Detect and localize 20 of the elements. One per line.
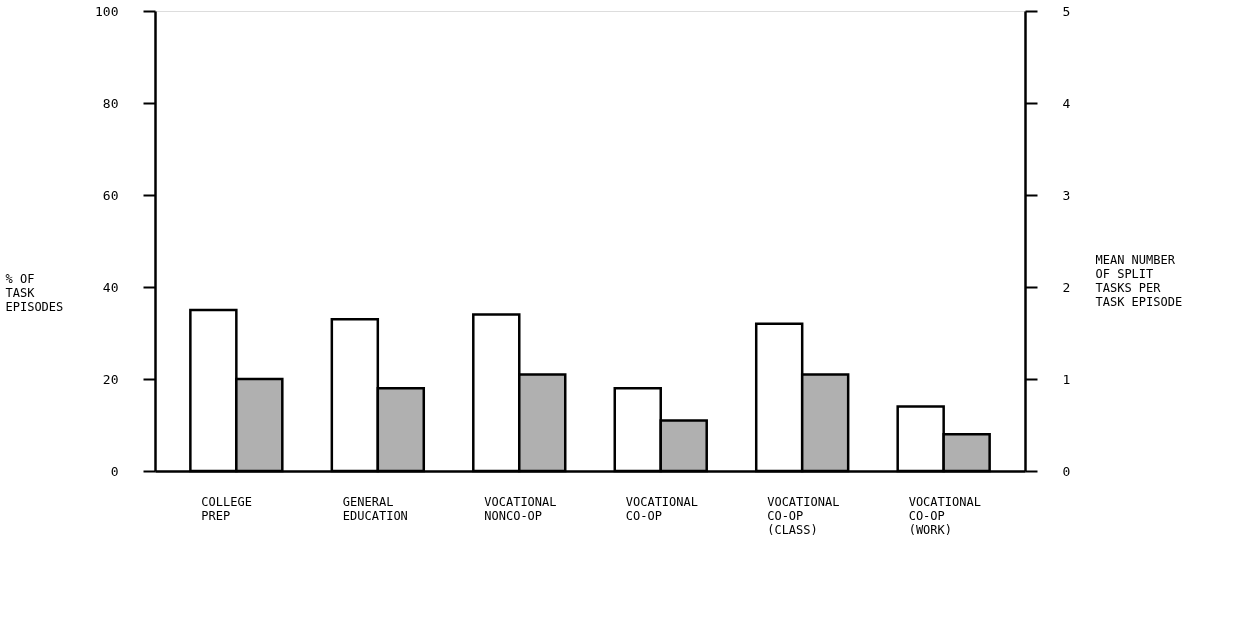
y-tick-label: 40 — [102, 279, 119, 295]
x-tick-label: VOCATIONAL CO-OP (CLASS) — [767, 494, 840, 537]
y-tick-label: 0 — [110, 463, 119, 479]
y2-tick-label: 5 — [1062, 3, 1071, 19]
x-tick-label: VOCATIONAL CO-OP — [625, 494, 698, 523]
y2-tick-label: 4 — [1062, 95, 1071, 111]
x-tick-label: COLLEGE PREP — [201, 494, 252, 523]
y-tick-label: 100 — [95, 3, 119, 19]
x-tick-label: GENERAL EDUCATION — [342, 494, 408, 523]
y-tick-label: 60 — [102, 187, 119, 203]
y-axis-title: % OF TASK EPISODES — [5, 271, 64, 314]
y2-tick-label: 3 — [1062, 187, 1071, 203]
y2-tick-label: 2 — [1062, 279, 1071, 295]
y-tick-label: 80 — [102, 95, 119, 111]
y2-tick-label: 1 — [1062, 371, 1071, 387]
y-tick-label: 20 — [102, 371, 119, 387]
y2-axis-title: MEAN NUMBER OF SPLIT TASKS PER TASK EPISODE — [1095, 253, 1183, 310]
y2-tick-label: 0 — [1062, 463, 1071, 479]
x-tick-label: VOCATIONAL NONCO-OP — [484, 494, 557, 523]
x-tick-label: VOCATIONAL CO-OP (WORK) — [908, 494, 981, 537]
